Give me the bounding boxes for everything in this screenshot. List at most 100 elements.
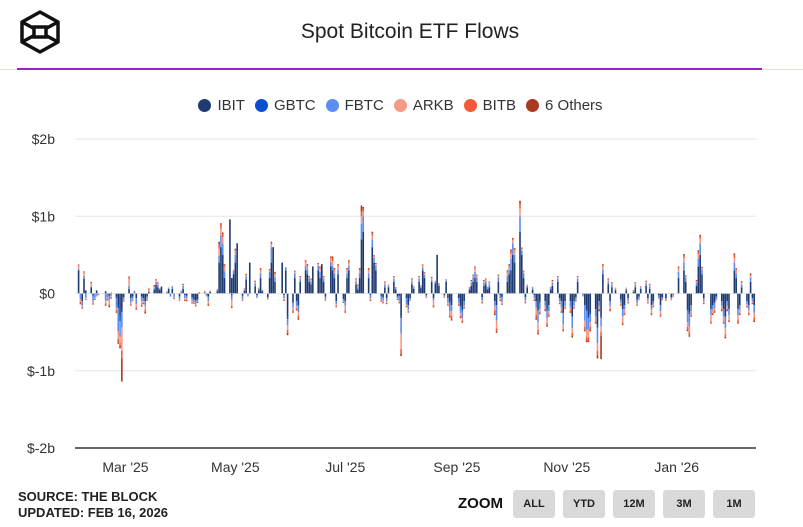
bar-segment-bitb (148, 288, 150, 290)
bar-segment-bitb (659, 314, 662, 316)
legend-item-gbtc[interactable]: GBTC (254, 97, 318, 114)
bar-segment-ibit (387, 287, 390, 294)
x-tick-label: Nov '25 (543, 459, 590, 475)
bar-segment-fbtc (369, 295, 372, 299)
bar-segment-ibit (493, 293, 496, 302)
bar-segment-arkb (304, 262, 307, 266)
bar-segment-6-others (546, 325, 548, 327)
bar-segment-fbtc (331, 265, 334, 271)
bar-segment-bitb (735, 268, 737, 271)
bar-segment-arkb (358, 270, 361, 274)
legend-item-ibit[interactable]: IBIT (198, 97, 247, 114)
bar-segment-bitb (506, 271, 509, 273)
bar-segment-bitb (627, 301, 629, 303)
bar-segment-arkb (753, 312, 755, 318)
bar-segment-bitb (448, 315, 451, 317)
bar-segment-fbtc (335, 301, 338, 305)
bar-segment-fbtc (432, 298, 435, 301)
bar-segment-ibit (639, 288, 642, 294)
zoom-3m-button[interactable]: 3M (663, 490, 705, 518)
y-tick-label: $-1b (27, 363, 55, 379)
bar-segment-fbtc (481, 297, 483, 301)
bar-segment-6-others (475, 274, 478, 276)
legend-item-fbtc[interactable]: FBTC (325, 97, 386, 114)
zoom-12m-button[interactable]: 12M (613, 490, 655, 518)
bar-segment-arkb (158, 288, 161, 289)
bar-segment-bitb (594, 321, 597, 323)
bar-segment-6-others (557, 276, 559, 277)
bar-segment-ibit (371, 247, 374, 294)
bar-segment-fbtc (598, 301, 601, 306)
bar-segment-6-others (355, 278, 357, 280)
bar-segment-arkb (335, 304, 338, 306)
bar-segment-ibit (733, 270, 736, 294)
bar-segment-fbtc (153, 288, 156, 290)
bar-segment-ibit (600, 293, 602, 317)
zoom-ytd-button[interactable]: YTD (563, 490, 605, 518)
bar-segment-fbtc (522, 273, 525, 279)
bar-segment-ibit (337, 274, 339, 294)
bar-segment-ibit (173, 293, 175, 295)
bar-segment-ibit (481, 293, 483, 298)
bar-segment-6-others (110, 298, 112, 299)
bar-segment-arkb (308, 277, 311, 279)
bar-segment-6-others (254, 280, 256, 282)
bar-segment-bitb (584, 326, 586, 330)
bar-segment-ibit (106, 293, 109, 295)
zoom-1m-button[interactable]: 1M (713, 490, 755, 518)
bar-segment-fbtc (297, 305, 300, 313)
bar-segment-ibit (241, 293, 244, 296)
legend-item-arkb[interactable]: ARKB (393, 97, 456, 114)
bar-segment-fbtc (638, 296, 640, 299)
bar-segment-bitb (173, 298, 175, 299)
bar-segment-ibit (268, 278, 271, 294)
legend-item-bitb[interactable]: BITB (463, 97, 518, 114)
bar-segment-ibit (153, 289, 156, 294)
bar-segment-6-others (360, 205, 363, 212)
bar-segment-fbtc (81, 301, 84, 306)
bar-segment-bitb (557, 276, 559, 278)
bar-segment-arkb (94, 298, 96, 299)
bar-segment-arkb (447, 302, 449, 305)
bar-segment-bitb (310, 278, 312, 280)
bar-segment-arkb (677, 268, 680, 272)
bar-segment-arkb (699, 238, 701, 244)
bar-segment-gbtc (115, 296, 118, 299)
bar-segment-6-others (562, 330, 565, 332)
bar-segment-fbtc (569, 301, 572, 308)
bar-segment-arkb (546, 318, 548, 323)
bar-segment-6-others (196, 302, 199, 303)
bar-segment-fbtc (560, 301, 563, 308)
bar-segment-bitb (157, 282, 159, 284)
bar-segment-arkb (611, 283, 613, 286)
bar-segment-ibit (434, 283, 437, 294)
bar-segment-ibit (587, 293, 590, 317)
bar-segment-ibit (421, 270, 424, 294)
bar-segment-6-others (560, 312, 563, 313)
zoom-all-button[interactable]: ALL (513, 490, 555, 518)
bar-segment-6-others (488, 281, 491, 283)
bar-segment-bitb (110, 297, 112, 299)
bar-segment-ibit (180, 292, 183, 294)
bar-segment-arkb (548, 311, 550, 315)
bar-segment-arkb (209, 290, 211, 292)
bar-segment-ibit (411, 284, 413, 294)
bar-segment-ibit (623, 293, 626, 306)
bar-segment-fbtc (445, 280, 447, 282)
legend-item-others[interactable]: 6 Others (526, 97, 605, 114)
bar-segment-bitb (418, 276, 420, 278)
bar-segment-fbtc (657, 295, 660, 298)
bar-segment-fbtc (158, 288, 161, 290)
bar-segment-fbtc (220, 235, 222, 248)
bar-segment-arkb (600, 325, 602, 333)
bar-segment-ibit (85, 290, 87, 294)
bar-segment-6-others (620, 305, 622, 306)
bar-segment-ibit (450, 293, 453, 306)
bar-segment-fbtc (292, 302, 294, 308)
bar-segment-ibit (461, 293, 464, 309)
bar-segment-fbtc (450, 305, 453, 312)
bar-segment-ibit (511, 254, 514, 294)
bar-segment-fbtc (486, 288, 489, 290)
bar-segment-bitb (299, 276, 301, 278)
